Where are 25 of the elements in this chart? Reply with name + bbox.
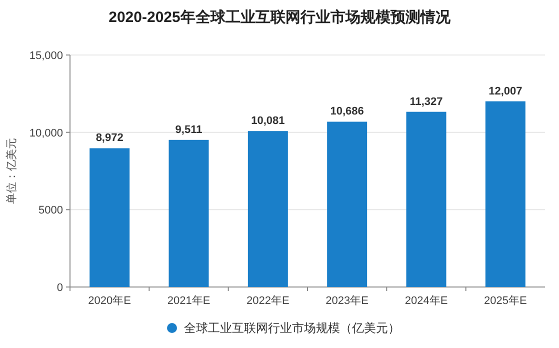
x-tick-label: 2021年E [167,295,210,307]
bar [248,131,288,287]
x-tick-label: 2020年E [88,295,131,307]
bar [327,122,368,287]
x-tick-label: 2022年E [246,295,290,307]
data-label: 10,081 [251,115,285,128]
data-label: 10,686 [330,106,364,118]
data-label: 8,972 [96,132,124,144]
bar [406,112,446,287]
bar [168,140,209,287]
bar [485,101,526,287]
y-tick-label: 0 [56,282,63,294]
data-label: 12,007 [488,85,522,98]
x-tick-label: 2023年E [326,295,368,307]
x-tick-label: 2025年E [484,295,527,307]
legend-label: 全球工业互联网行业市场规模（亿美元） [184,321,400,335]
y-tick-label: 5000 [38,204,63,217]
y-tick-label: 10,000 [29,127,63,140]
y-axis-title: 单位：亿美元 [5,138,18,204]
data-label: 11,327 [410,96,443,108]
data-label: 9,511 [175,124,202,136]
bar [90,148,130,287]
x-tick-label: 2024年E [404,295,448,307]
chart-title: 2020-2025年全球工业互联网行业市场规模预测情况 [108,8,452,26]
y-tick-label: 15,000 [29,50,63,62]
